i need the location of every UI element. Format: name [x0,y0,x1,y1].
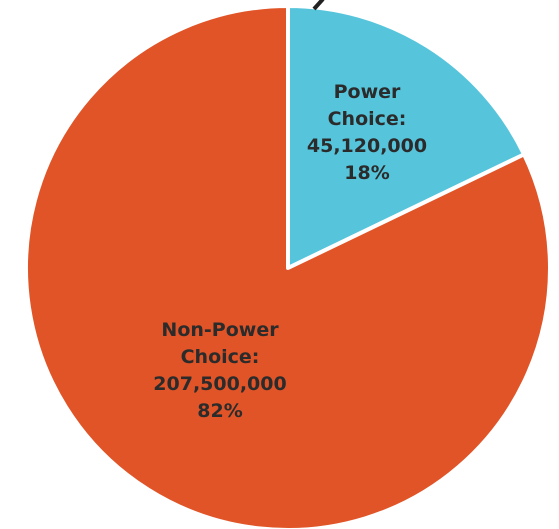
pie-slice-label-0: Power Choice: 45,120,000 18% [307,81,427,184]
pie-slice-label-line: Power [334,81,401,103]
pie-slice-label-line: 207,500,000 [153,373,286,395]
pie-slice-label-line: Choice: [328,108,407,130]
pie-labels: Power Choice: 45,120,000 18% Non-Power Choice… [153,81,427,422]
pie-slice-0 [286,4,527,270]
pie-slice-1 [24,4,552,529]
pie-slice-label-line: 18% [344,162,389,184]
pie-slices [24,4,552,529]
pie-slice-label-1: Non-Power Choice: 207,500,000 82% [153,319,286,422]
pie-slice-label-line: 82% [197,400,242,422]
pie-slice-label-line: Non-Power [161,319,279,341]
pie-slice-label-line: Choice: [181,346,260,368]
pie-slice-label-line: 45,120,000 [307,135,427,157]
partial-slice-label-mark [312,0,325,11]
